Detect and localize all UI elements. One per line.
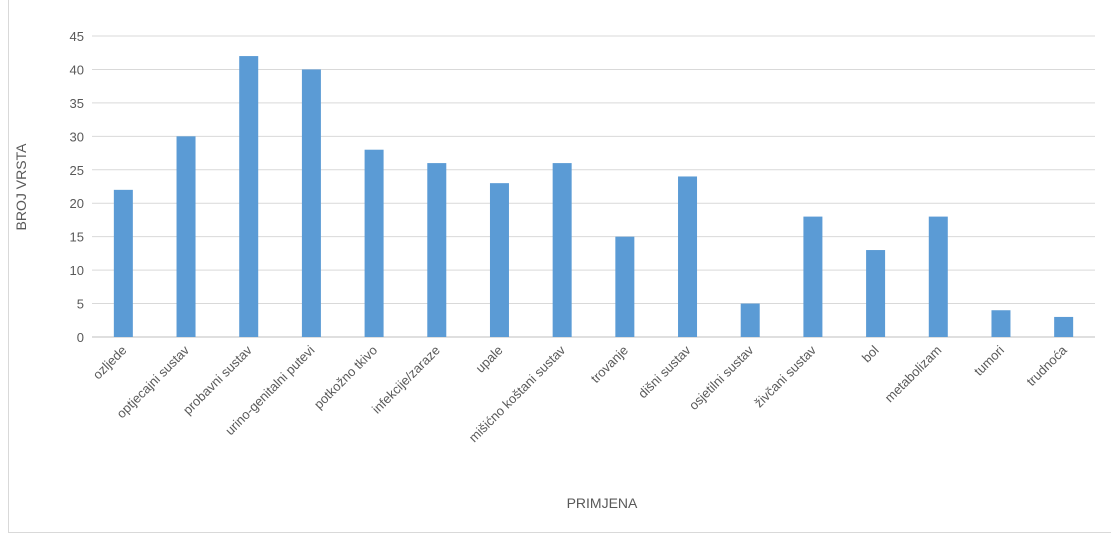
x-axis-title: PRIMJENA xyxy=(567,495,638,511)
y-tick-label: 45 xyxy=(70,29,84,44)
bar xyxy=(239,56,259,338)
x-tick-label: bol xyxy=(859,342,882,365)
y-tick-label: 30 xyxy=(70,129,84,144)
bar xyxy=(176,136,196,337)
bar xyxy=(678,176,698,337)
bar xyxy=(489,183,509,337)
x-tick-label: trovanje xyxy=(588,343,631,386)
y-tick-labels: 0 5 10 15 20 25 30 35 40 45 xyxy=(70,29,84,345)
bar xyxy=(991,310,1011,337)
bar xyxy=(615,236,635,337)
bar xyxy=(364,149,384,337)
bar xyxy=(928,216,948,337)
x-tick-label: živčani sustav xyxy=(751,342,819,410)
bar xyxy=(1054,316,1074,337)
y-tick-label: 0 xyxy=(77,330,84,345)
bars xyxy=(113,56,1074,338)
bar xyxy=(113,189,133,337)
y-tick-label: 40 xyxy=(70,62,84,77)
x-tick-label: dišni sustav xyxy=(635,342,694,401)
bar xyxy=(552,163,572,337)
x-tick-label: trudnoća xyxy=(1023,342,1070,389)
x-tick-label: upale xyxy=(472,343,505,376)
x-tick-label: osjetilni sustav xyxy=(686,342,757,413)
bar xyxy=(803,216,823,337)
y-axis-title: BROJ VRSTA xyxy=(13,143,29,231)
bar xyxy=(740,303,760,337)
bar xyxy=(866,250,886,337)
x-tick-label: tumori xyxy=(971,342,1007,378)
bar xyxy=(301,69,321,337)
x-tick-label: potkožno tkivo xyxy=(311,343,380,412)
chart-frame xyxy=(8,0,1111,533)
y-tick-label: 5 xyxy=(77,297,84,312)
x-tick-label: metabolizam xyxy=(882,343,945,406)
x-tick-label: ozljede xyxy=(90,343,130,383)
gridlines xyxy=(92,35,1095,338)
y-tick-label: 35 xyxy=(70,96,84,111)
x-tick-label: infekcije/zaraze xyxy=(369,343,443,417)
y-tick-label: 10 xyxy=(70,263,84,278)
y-tick-label: 15 xyxy=(70,230,84,245)
bar xyxy=(427,163,447,337)
y-tick-label: 20 xyxy=(70,196,84,211)
y-tick-label: 25 xyxy=(70,163,84,178)
